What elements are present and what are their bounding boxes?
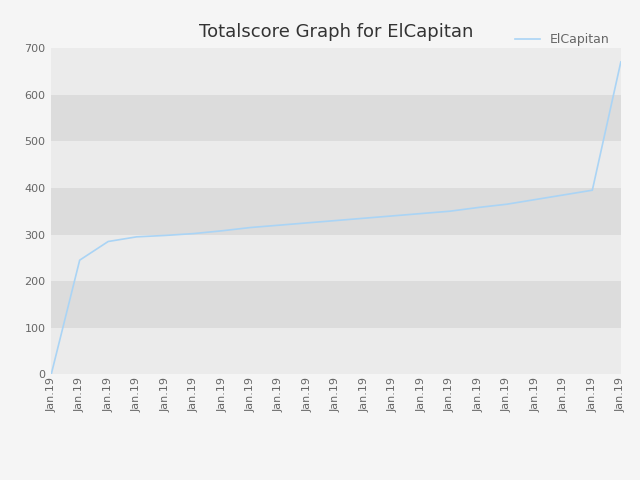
ElCapitan (361, 216, 369, 221)
ElCapitan (417, 211, 425, 216)
ElCapitan (560, 192, 568, 198)
Bar (51, 235, 621, 281)
Bar (51, 95, 621, 141)
ElCapitan (617, 59, 625, 65)
ElCapitan (133, 234, 141, 240)
ElCapitan (104, 239, 112, 244)
ElCapitan (332, 217, 340, 223)
ElCapitan (474, 204, 483, 210)
ElCapitan (303, 220, 311, 226)
ElCapitan (247, 225, 255, 230)
Bar (51, 188, 621, 235)
Legend: ElCapitan: ElCapitan (510, 28, 614, 51)
ElCapitan (503, 201, 511, 207)
ElCapitan (76, 257, 83, 263)
ElCapitan (161, 233, 169, 239)
Title: Totalscore Graph for ElCapitan: Totalscore Graph for ElCapitan (199, 23, 473, 41)
Bar (51, 48, 621, 95)
ElCapitan (589, 187, 596, 193)
ElCapitan (446, 208, 454, 214)
ElCapitan (189, 231, 197, 237)
Bar (51, 328, 621, 374)
ElCapitan (218, 228, 226, 234)
ElCapitan (531, 197, 539, 203)
ElCapitan (47, 372, 55, 377)
Bar (51, 141, 621, 188)
ElCapitan (275, 222, 283, 228)
Line: ElCapitan: ElCapitan (51, 62, 621, 374)
Bar (51, 281, 621, 328)
ElCapitan (389, 213, 397, 219)
